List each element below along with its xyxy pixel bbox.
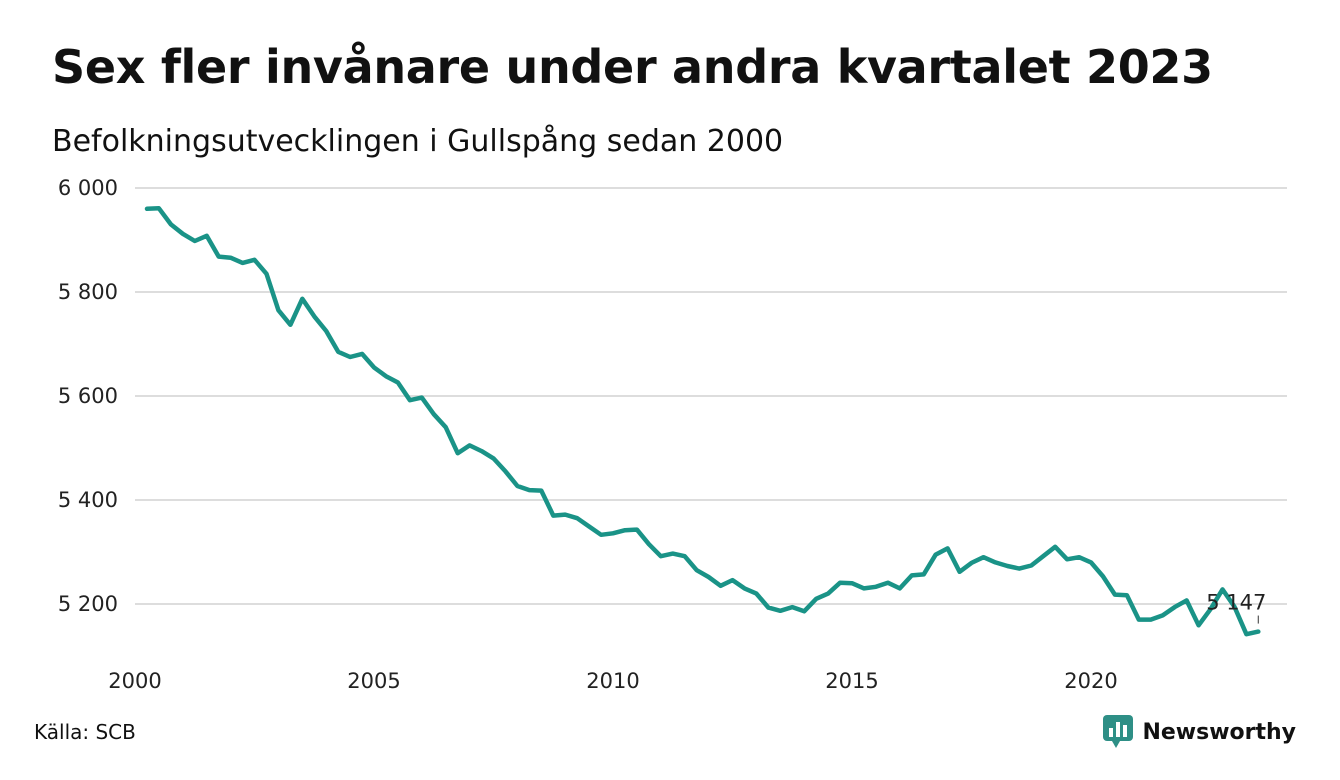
y-tick-label: 5 200	[58, 592, 118, 616]
x-tick-label: 2010	[586, 669, 639, 693]
y-tick-label: 5 400	[58, 488, 118, 512]
source-note: Källa: SCB	[34, 720, 136, 744]
newsworthy-logo-icon	[1103, 715, 1134, 748]
x-tick-label: 2005	[347, 669, 400, 693]
gridlines	[135, 187, 1287, 605]
chart-title: Sex fler invånare under andra kvartalet …	[52, 40, 1213, 94]
last-value-label: 5 147	[1206, 591, 1266, 615]
y-axis-tick-labels: 5 200 5 400 5 600 5 800 6 000	[58, 176, 118, 616]
y-tick-label: 5 800	[58, 280, 118, 304]
population-series-line	[144, 206, 1261, 637]
x-axis-tick-labels: 2000 2005 2010 2015 2020	[108, 669, 1117, 693]
x-tick-label: 2015	[825, 669, 878, 693]
brand-logo[interactable]: Newsworthy	[1102, 712, 1296, 752]
y-tick-label: 6 000	[58, 176, 118, 200]
chart-subtitle: Befolkningsutvecklingen i Gullspång seda…	[52, 124, 784, 159]
x-tick-label: 2020	[1064, 669, 1117, 693]
y-tick-label: 5 600	[58, 384, 118, 408]
x-tick-label: 2000	[108, 669, 161, 693]
brand-name: Newsworthy	[1142, 719, 1296, 745]
